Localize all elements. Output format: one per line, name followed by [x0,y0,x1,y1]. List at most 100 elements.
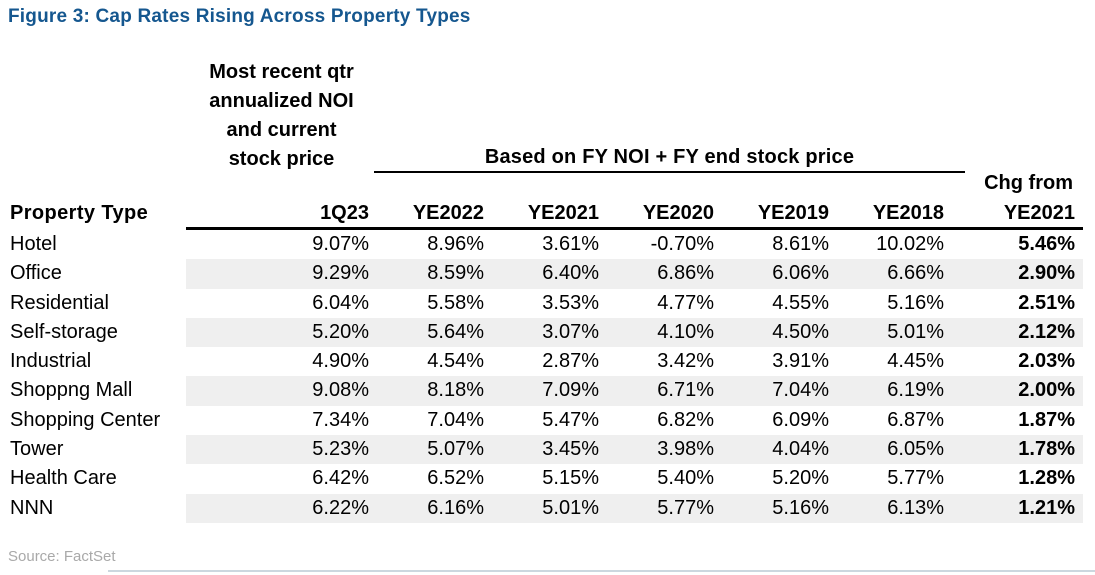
value-cell-ye2020: 4.10% [607,317,722,348]
value-cell-chg: 2.00% [952,376,1083,406]
value-cell-ye2021: 5.01% [492,493,607,523]
value-cell-1q23: 9.07% [312,233,369,255]
table-row: Office 9.29% 8.59% 6.40% 6.86% 6.06% 6.6… [8,259,1083,289]
value-cell-chg: 1.78% [952,435,1083,465]
value-cell-chg: 2.90% [952,259,1083,289]
value-cell-ye2019: 4.04% [722,435,837,465]
value-cell-ye2022: 8.18% [377,376,492,406]
value-cell-ye2018: 5.16% [887,291,944,314]
table-row: Industrial 4.90% 4.54% 2.87% 3.42% 3.91%… [8,347,1083,377]
note-line-1: Most recent qtr [209,61,354,83]
value-cell-ye2022: 7.04% [427,408,484,431]
column-header-ye2021: YE2021 [492,200,607,230]
value-cell-ye2018: 6.05% [837,435,952,465]
value-cell-ye2020: 6.71% [607,376,722,406]
table-row: Shoppng Mall 9.08% 8.18% 7.09% 6.71% 7.0… [8,376,1083,406]
value-cell-ye2020: 4.77% [657,291,714,314]
value-cell-1q23: 5.23% [186,435,377,465]
value-cell-ye2019: 5.20% [772,467,829,490]
note-line-2: annualized NOI [209,90,354,112]
value-cell-ye2020: 3.98% [607,435,722,465]
table-header-row: Property Type 1Q23 YE2022 YE2021 YE2020 … [8,200,1083,230]
property-type-cell: Office [8,259,186,289]
value-cell-ye2022: 8.96% [427,233,484,255]
value-cell-ye2019: 4.50% [722,317,837,348]
value-cell-1q23: 6.42% [312,467,369,490]
value-cell-ye2020: 6.86% [607,259,722,289]
source-note: Source: FactSet [8,548,116,565]
column-header-ye2018: YE2018 [837,200,952,230]
value-cell-ye2019: 5.16% [722,493,837,523]
value-cell-1q23: 7.34% [312,408,369,431]
value-cell-ye2022: 4.54% [427,350,484,373]
value-cell-chg: 1.87% [1018,408,1075,431]
table-row: Shopping Center 7.34% 7.04% 5.47% 6.82% … [8,405,1083,436]
chg-from-header: Chg from [984,172,1073,194]
value-cell-ye2021: 3.45% [492,435,607,465]
value-cell-ye2019: 3.91% [772,350,829,373]
property-type-cell: Health Care [8,464,186,494]
column-header-ye2020: YE2020 [607,200,722,230]
property-type-cell: Self-storage [8,317,186,348]
value-cell-1q23: 6.04% [312,291,369,314]
bottom-divider [108,570,1095,572]
value-cell-1q23: 9.08% [186,376,377,406]
note-line-4: stock price [228,148,335,170]
column-header-chg-ye2021: YE2021 [952,200,1083,230]
value-cell-ye2022: 5.07% [377,435,492,465]
property-type-cell: Residential [8,288,186,318]
value-cell-ye2022: 5.64% [377,317,492,348]
column-header-1q23: 1Q23 [186,200,377,230]
value-cell-ye2019: 8.61% [772,233,829,255]
value-cell-1q23: 9.29% [186,259,377,289]
value-cell-ye2020: 3.42% [657,350,714,373]
value-cell-ye2018: 10.02% [876,233,944,255]
value-cell-ye2018: 5.01% [837,317,952,348]
table-row: Tower 5.23% 5.07% 3.45% 3.98% 4.04% 6.05… [8,435,1083,465]
value-cell-ye2018: 6.66% [837,259,952,289]
value-cell-ye2018: 5.77% [887,467,944,490]
table-row: Self-storage 5.20% 5.64% 3.07% 4.10% 4.5… [8,317,1083,348]
property-type-cell: NNN [8,493,186,523]
value-cell-ye2021: 3.53% [542,291,599,314]
value-cell-chg: 5.46% [1018,233,1075,255]
value-cell-chg: 1.21% [952,493,1083,523]
value-cell-ye2018: 6.13% [837,493,952,523]
value-cell-ye2019: 6.09% [772,408,829,431]
value-cell-ye2022: 8.59% [377,259,492,289]
table-body: Hotel 9.07% 8.96% 3.61% -0.70% 8.61% 10.… [8,230,1083,523]
value-cell-1q23: 4.90% [312,350,369,373]
value-cell-ye2019: 6.06% [722,259,837,289]
value-cell-ye2020: 5.77% [607,493,722,523]
figure-title: Figure 3: Cap Rates Rising Across Proper… [8,6,471,27]
value-cell-1q23: 5.20% [186,317,377,348]
value-cell-ye2022: 5.58% [427,291,484,314]
value-cell-chg: 2.12% [952,317,1083,348]
value-cell-ye2021: 5.47% [542,408,599,431]
column-header-property-type: Property Type [10,202,149,224]
value-cell-ye2019: 7.04% [722,376,837,406]
value-cell-chg: 2.51% [1018,291,1075,314]
value-cell-ye2020: 5.40% [657,467,714,490]
value-cell-ye2021: 6.40% [492,259,607,289]
value-cell-ye2021: 2.87% [542,350,599,373]
value-cell-ye2022: 6.52% [427,467,484,490]
table-row: Hotel 9.07% 8.96% 3.61% -0.70% 8.61% 10.… [8,230,1083,260]
value-cell-ye2020: 6.82% [657,408,714,431]
value-cell-ye2018: 6.87% [887,408,944,431]
value-cell-ye2021: 7.09% [492,376,607,406]
value-cell-ye2019: 4.55% [772,291,829,314]
property-type-cell: Hotel [8,230,186,260]
property-type-cell: Tower [8,435,186,465]
value-cell-ye2021: 3.07% [492,317,607,348]
value-cell-1q23: 6.22% [186,493,377,523]
first-column-note: Most recent qtr annualized NOI and curre… [186,58,377,174]
table-row: NNN 6.22% 6.16% 5.01% 5.77% 5.16% 6.13% … [8,493,1083,523]
value-cell-ye2018: 6.19% [837,376,952,406]
value-cell-ye2021: 3.61% [542,233,599,255]
span-header: Based on FY NOI + FY end stock price [374,145,965,173]
property-type-cell: Industrial [8,347,186,377]
column-header-ye2019: YE2019 [722,200,837,230]
value-cell-ye2018: 4.45% [887,350,944,373]
